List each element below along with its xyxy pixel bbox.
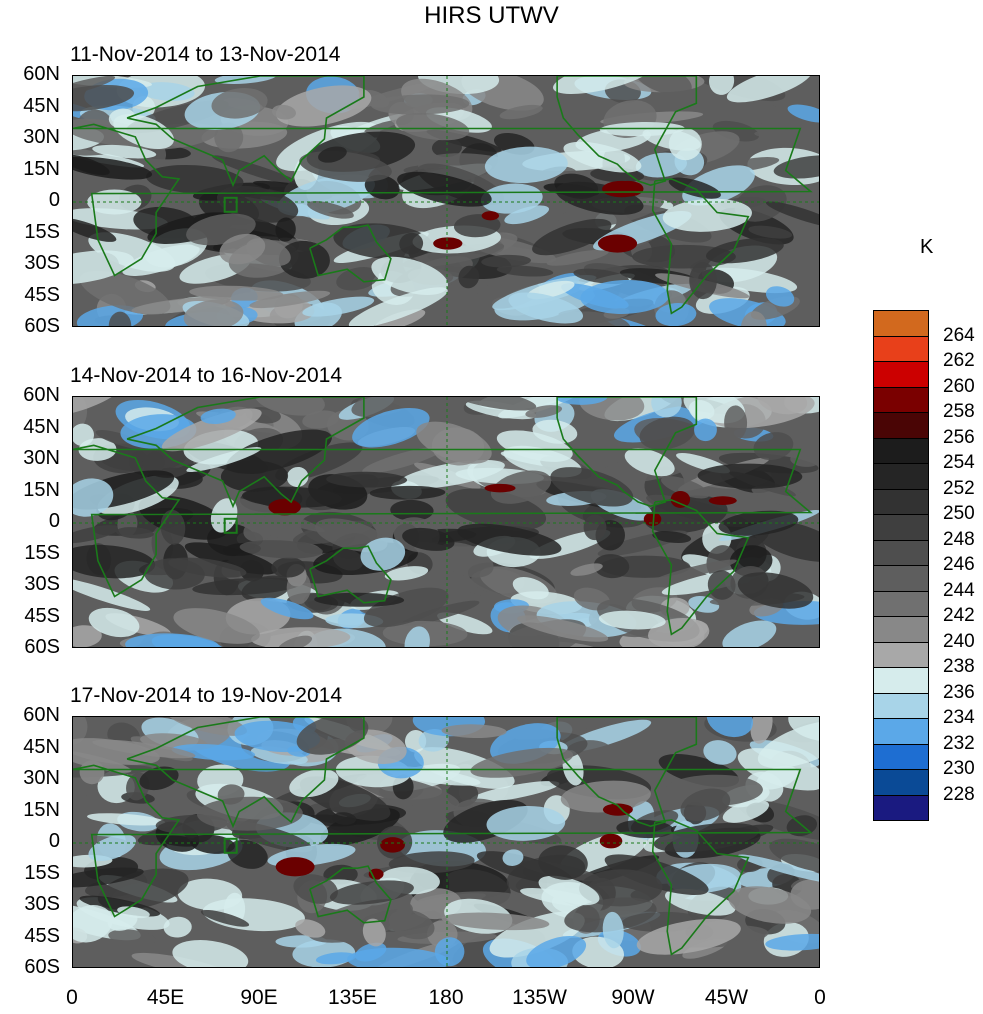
colorbar-label: 244 [943, 579, 975, 601]
lat-label: 15S [24, 220, 60, 243]
colorbar-label: 240 [943, 630, 975, 652]
colorbar-label: 234 [943, 707, 975, 728]
colorbar-label: 246 [943, 554, 975, 575]
colorbar-swatch [873, 718, 929, 745]
colorbar-swatch [873, 565, 929, 592]
colorbar-label: 228 [943, 783, 975, 805]
lat-label: 60S [24, 315, 60, 337]
lat-label: 45S [24, 924, 60, 947]
map-panel-3 [72, 716, 820, 968]
colorbar-swatch [873, 437, 929, 464]
colorbar-swatch [873, 463, 929, 490]
lat-label: 30N [23, 126, 60, 148]
colorbar-label: 260 [943, 375, 975, 397]
colorbar-swatch [873, 794, 929, 821]
lat-label: 60S [24, 636, 60, 658]
colorbar-swatch [873, 769, 929, 796]
lat-label: 15S [24, 541, 60, 564]
lat-label: 60N [23, 704, 60, 726]
lat-label: 60N [23, 63, 60, 85]
lon-label: 0 [814, 986, 826, 1009]
lat-label: 60S [24, 956, 60, 978]
colorbar-swatch [873, 590, 929, 617]
contour-field [73, 76, 819, 326]
contour-field [73, 717, 819, 967]
lat-label: 45S [24, 283, 60, 306]
map-panel-1 [72, 75, 820, 327]
lat-label: 15S [24, 861, 60, 884]
colorbar-label: 252 [943, 477, 975, 499]
panel-1-title: 11-Nov-2014 to 13-Nov-2014 [70, 43, 341, 66]
lat-label: 30N [23, 767, 60, 789]
lat-label: 0 [48, 510, 60, 532]
lat-label: 30S [24, 893, 60, 915]
colorbar-label: 250 [943, 503, 975, 524]
colorbar-label: 248 [943, 528, 975, 550]
contour-field [73, 397, 819, 647]
lon-label: 180 [428, 986, 464, 1009]
lat-label: 15N [23, 798, 60, 821]
colorbar-swatch [873, 488, 929, 515]
colorbar-swatch [873, 641, 929, 668]
lat-label: 15N [23, 478, 60, 501]
lat-label: 45S [24, 604, 60, 627]
map-panel-2 [72, 396, 820, 648]
lat-label: 45N [23, 735, 60, 758]
panel-2-title: 14-Nov-2014 to 16-Nov-2014 [70, 364, 342, 387]
lon-label: 45W [704, 986, 749, 1009]
colorbar-swatch [873, 743, 929, 770]
colorbar-swatch [873, 667, 929, 694]
colorbar-label: 236 [943, 681, 975, 703]
lon-label: 135E [327, 986, 378, 1009]
lat-label: 60N [23, 384, 60, 406]
lon-label: 135W [512, 986, 567, 1009]
lon-label: 90E [240, 986, 278, 1009]
lat-label: 30N [23, 447, 60, 469]
lat-label: 45N [23, 94, 60, 117]
lat-label: 45N [23, 415, 60, 438]
colorbar-swatch [873, 335, 929, 362]
colorbar-swatch [873, 386, 929, 413]
colorbar-swatch [873, 616, 929, 643]
colorbar-unit: K [920, 236, 934, 258]
lon-label: 45E [146, 986, 185, 1009]
colorbar-label: 230 [943, 758, 975, 779]
colorbar-label: 258 [943, 401, 975, 422]
lat-label: 30S [24, 573, 60, 595]
colorbar-swatch [873, 539, 929, 566]
colorbar-label: 238 [943, 656, 975, 677]
colorbar-label: 254 [943, 452, 975, 473]
colorbar-swatch [873, 361, 929, 388]
panel-3-title: 17-Nov-2014 to 19-Nov-2014 [70, 684, 342, 707]
figure-title: HIRS UTWV [424, 2, 559, 29]
colorbar-label: 232 [943, 732, 975, 754]
colorbar-label: 264 [943, 324, 975, 346]
colorbar-label: 262 [943, 350, 975, 371]
colorbar-swatch [873, 310, 929, 337]
colorbar-label: 256 [943, 426, 975, 448]
lat-label: 0 [48, 189, 60, 211]
lon-label: 0 [66, 986, 78, 1009]
colorbar-label: 242 [943, 605, 975, 626]
colorbar-swatch [873, 412, 929, 439]
lat-label: 0 [48, 830, 60, 852]
lon-label: 90W [611, 986, 655, 1009]
lat-label: 15N [23, 157, 60, 180]
colorbar-swatch [873, 514, 929, 541]
lat-label: 30S [24, 252, 60, 274]
colorbar-swatch [873, 692, 929, 719]
